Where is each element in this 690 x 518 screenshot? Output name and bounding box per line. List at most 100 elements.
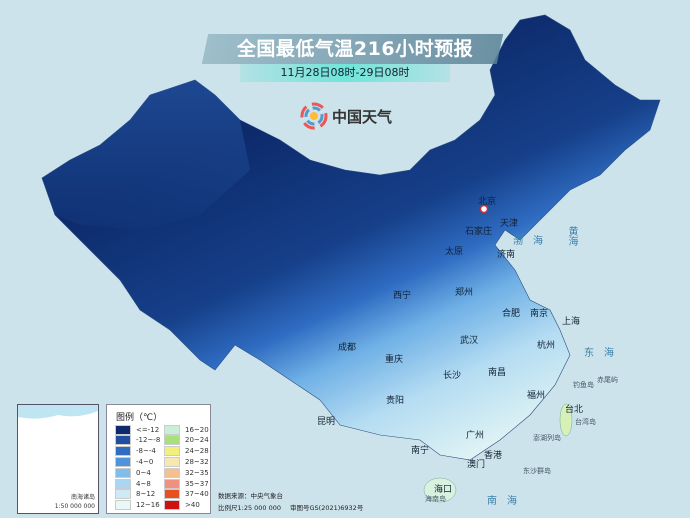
legend-swatch bbox=[115, 435, 131, 446]
legend-swatch bbox=[164, 424, 180, 435]
legend-swatch bbox=[115, 489, 131, 500]
island-label: 澎湖列岛 bbox=[533, 434, 561, 442]
city-label: 福州 bbox=[527, 391, 546, 401]
city-label: 郑州 bbox=[455, 288, 474, 298]
city-label: 南昌 bbox=[488, 368, 507, 378]
legend-swatch bbox=[115, 500, 131, 511]
legend-item: -4~0 bbox=[115, 456, 154, 467]
legend-label: 0~4 bbox=[136, 468, 151, 477]
city-label: 合肥 bbox=[502, 309, 521, 319]
page-title: 全国最低气温216小时预报 bbox=[236, 38, 474, 60]
inset-coastline bbox=[18, 405, 98, 419]
legend-item: 37~40 bbox=[164, 489, 209, 500]
legend-item: 0~4 bbox=[115, 467, 151, 478]
sea-label: 南海 bbox=[487, 496, 527, 507]
legend-swatch bbox=[164, 500, 180, 511]
city-label: 天津 bbox=[500, 219, 519, 229]
legend-label: >40 bbox=[185, 501, 200, 510]
city-label: 香港 bbox=[484, 451, 503, 461]
city-label: 武汉 bbox=[460, 336, 479, 346]
brand-name: 中国天气 bbox=[332, 107, 393, 126]
legend-swatch bbox=[115, 446, 131, 457]
legend-swatch bbox=[164, 446, 180, 457]
city-label: 广州 bbox=[466, 431, 485, 441]
legend-label: 24~28 bbox=[185, 447, 209, 456]
legend-swatch bbox=[164, 489, 180, 500]
legend-label: <=-12 bbox=[136, 425, 160, 434]
sea-label: 东海 bbox=[584, 348, 624, 359]
island-label: 钓鱼岛 bbox=[573, 381, 594, 389]
legend-label: 35~37 bbox=[185, 479, 209, 488]
city-label: 南宁 bbox=[411, 446, 430, 456]
legend-item: 12~16 bbox=[115, 500, 160, 511]
legend-item: -12~-8 bbox=[115, 435, 161, 446]
legend-label: 16~20 bbox=[185, 425, 209, 434]
city-label: 昆明 bbox=[317, 417, 336, 427]
legend-swatch bbox=[115, 456, 131, 467]
city-label: 贵阳 bbox=[386, 396, 405, 406]
legend-item: 16~20 bbox=[164, 424, 209, 435]
city-label: 北京 bbox=[478, 197, 497, 207]
legend-item: 20~24 bbox=[164, 435, 209, 446]
city-label: 上海 bbox=[562, 317, 581, 327]
legend-item: -8~-4 bbox=[115, 446, 156, 457]
sea-label: 渤海 bbox=[513, 236, 553, 247]
island-label: 海南岛 bbox=[425, 495, 446, 503]
sea-label: 黄海 bbox=[566, 226, 577, 246]
map-approval-number: 审图号GS(2021)6932号 bbox=[290, 504, 364, 512]
hainan-island bbox=[423, 477, 457, 503]
city-label: 太原 bbox=[445, 247, 464, 257]
data-source: 数据来源：中央气象台 bbox=[218, 492, 283, 500]
legend-item: 8~12 bbox=[115, 489, 156, 500]
legend-swatch bbox=[164, 435, 180, 446]
brand-swirl-icon bbox=[300, 102, 328, 130]
brand-logo: 中国天气 bbox=[300, 102, 392, 130]
legend-swatch bbox=[164, 467, 180, 478]
legend: 图例（℃） <=-12 -12~-8 -8~-4 -4~0 0~4 4~8 8~12 12~1… bbox=[106, 404, 211, 514]
legend-item: >40 bbox=[164, 500, 200, 511]
city-label: 重庆 bbox=[385, 355, 404, 365]
city-label: 澳门 bbox=[467, 460, 486, 470]
legend-label: 12~16 bbox=[136, 501, 160, 510]
xinjiang-region bbox=[42, 80, 250, 230]
legend-label: 8~12 bbox=[136, 490, 156, 499]
city-label: 南京 bbox=[530, 309, 549, 319]
legend-label: 32~35 bbox=[185, 468, 209, 477]
beijing-marker bbox=[479, 204, 489, 214]
island-label: 东沙群岛 bbox=[523, 467, 551, 475]
city-label: 长沙 bbox=[443, 371, 462, 381]
legend-swatch bbox=[115, 478, 131, 489]
legend-swatch bbox=[115, 467, 131, 478]
legend-label: 20~24 bbox=[185, 436, 209, 445]
legend-item: 4~8 bbox=[115, 478, 151, 489]
city-label: 西宁 bbox=[393, 291, 412, 301]
city-label: 石家庄 bbox=[465, 227, 493, 237]
inset-scale: 1:50 000 000 bbox=[54, 503, 95, 510]
legend-label: -8~-4 bbox=[136, 447, 156, 456]
legend-title: 图例（℃） bbox=[116, 413, 163, 423]
island-label: 赤尾屿 bbox=[597, 376, 618, 384]
island-label: 台湾岛 bbox=[575, 418, 596, 426]
city-label: 台北 bbox=[565, 405, 584, 415]
page-subtitle: 11月28日08时-29日08时 bbox=[280, 66, 410, 79]
legend-item: 28~32 bbox=[164, 456, 209, 467]
city-label: 成都 bbox=[338, 343, 357, 353]
city-label: 杭州 bbox=[537, 341, 556, 351]
subtitle-bar bbox=[240, 64, 450, 82]
legend-label: 4~8 bbox=[136, 479, 151, 488]
legend-label: 28~32 bbox=[185, 457, 209, 466]
map-scale: 比例尺1:25 000 000 bbox=[218, 504, 282, 512]
legend-swatch bbox=[164, 478, 180, 489]
legend-swatch bbox=[115, 424, 131, 435]
city-label: 济南 bbox=[497, 250, 516, 260]
legend-item: 24~28 bbox=[164, 446, 209, 457]
legend-item: 32~35 bbox=[164, 467, 209, 478]
legend-swatch bbox=[164, 456, 180, 467]
legend-label: -4~0 bbox=[136, 457, 154, 466]
legend-item: <=-12 bbox=[115, 424, 160, 435]
legend-label: -12~-8 bbox=[136, 436, 161, 445]
inset-title: 南海诸岛 bbox=[70, 494, 95, 501]
legend-label: 37~40 bbox=[185, 490, 209, 499]
south-china-sea-inset: 南海诸岛 1:50 000 000 bbox=[17, 404, 99, 514]
